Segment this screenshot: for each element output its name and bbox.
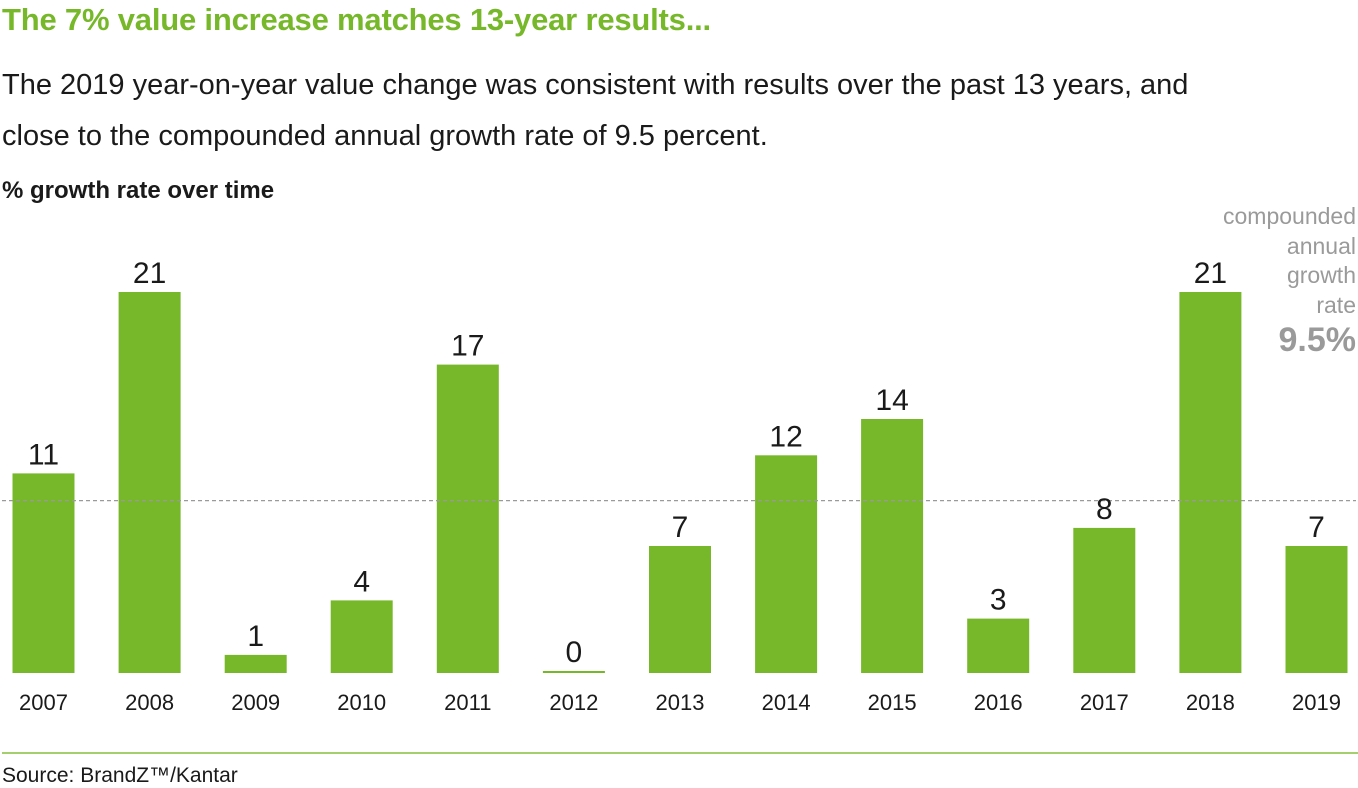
value-label-2008: 21 [133, 257, 166, 290]
value-label-2016: 3 [990, 584, 1007, 617]
x-label-2007: 2007 [19, 690, 68, 715]
x-label-2017: 2017 [1080, 690, 1129, 715]
chart-label: % growth rate over time [2, 177, 275, 204]
bar-2009 [224, 654, 287, 673]
x-label-2010: 2010 [337, 690, 386, 715]
cagr-annotation: compounded annual growth rate 9.5% [1136, 202, 1356, 360]
value-label-2009: 1 [247, 620, 264, 653]
value-label-2017: 8 [1096, 493, 1113, 526]
bar-2010 [330, 600, 393, 673]
x-label-2009: 2009 [231, 690, 280, 715]
subtitle: The 2019 year-on-year value change was c… [2, 69, 1189, 152]
value-label-2011: 17 [451, 330, 484, 363]
footer-divider [2, 752, 1358, 754]
x-axis-labels-group: 2007 2008 2009 2010 2011 2012 2013 2014 2015 2016… [19, 690, 1341, 715]
bar-2018 [1179, 292, 1242, 673]
bar-2019 [1285, 546, 1348, 673]
x-label-2015: 2015 [868, 690, 917, 715]
value-label-2018: 21 [1194, 257, 1227, 290]
bar-2014 [755, 455, 818, 673]
x-label-2014: 2014 [762, 690, 811, 715]
value-label-2012: 0 [566, 636, 583, 669]
source-note: Source: BrandZ™/Kantar [2, 764, 238, 787]
x-label-2011: 2011 [444, 690, 491, 715]
bar-2015 [861, 419, 924, 673]
x-label-2019: 2019 [1292, 690, 1341, 715]
value-label-2013: 7 [672, 511, 689, 544]
headline: The 7% value increase matches 13-year re… [2, 2, 711, 37]
x-label-2012: 2012 [549, 690, 598, 715]
value-label-2015: 14 [875, 384, 908, 417]
bar-2016 [967, 618, 1030, 673]
x-label-2008: 2008 [125, 690, 174, 715]
value-label-2019: 7 [1308, 511, 1325, 544]
bar-2017 [1073, 527, 1136, 673]
bars-group [12, 292, 1348, 673]
bar-2008 [118, 292, 181, 673]
bar-2012 [542, 671, 605, 673]
x-label-2016: 2016 [974, 690, 1023, 715]
cagr-label: compounded annual growth rate [1223, 203, 1356, 318]
x-label-2018: 2018 [1186, 690, 1235, 715]
bar-2007 [12, 473, 75, 673]
bar-2013 [649, 546, 711, 673]
bar-2011 [436, 364, 499, 673]
value-label-2014: 12 [769, 420, 802, 453]
cagr-value: 9.5% [1278, 321, 1357, 359]
value-label-2007: 11 [28, 438, 59, 471]
x-label-2013: 2013 [656, 690, 705, 715]
value-label-2010: 4 [353, 565, 370, 598]
